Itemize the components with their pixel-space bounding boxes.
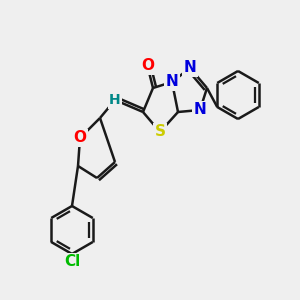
Text: O: O: [74, 130, 86, 146]
Text: N: N: [194, 103, 206, 118]
Text: S: S: [154, 124, 166, 140]
Text: N: N: [166, 74, 178, 89]
Text: O: O: [142, 58, 154, 74]
Text: Cl: Cl: [64, 254, 80, 269]
Text: H: H: [109, 93, 121, 107]
Text: N: N: [184, 61, 196, 76]
